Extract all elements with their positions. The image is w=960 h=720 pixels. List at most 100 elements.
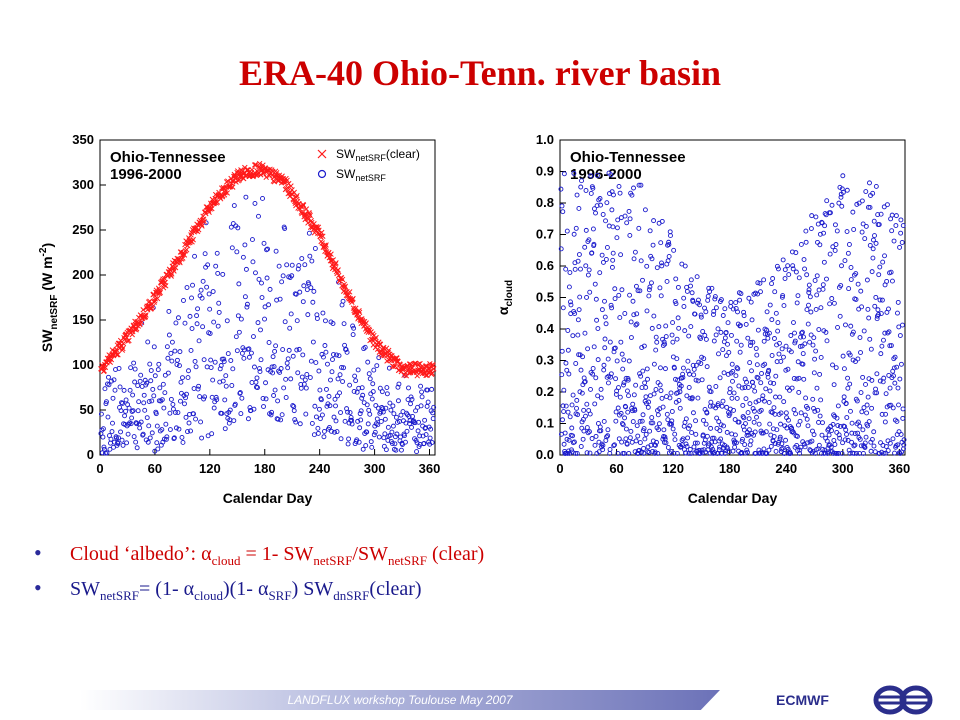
- y-tick-label: 0.3: [536, 353, 554, 368]
- data-point-sw-all: [306, 281, 312, 287]
- data-point-alpha: [584, 425, 590, 431]
- data-point-sw-all: [159, 397, 165, 403]
- data-point-alpha: [696, 297, 701, 303]
- cross-stroke: [155, 285, 162, 291]
- data-point-alpha: [617, 190, 623, 196]
- data-point-sw-all: [321, 428, 327, 434]
- cross-stroke: [322, 243, 329, 250]
- y-tick-label: 0.2: [536, 384, 554, 399]
- data-point-sw-all: [118, 408, 124, 414]
- cross-stroke: [288, 183, 294, 189]
- data-point-sw-all: [382, 416, 388, 422]
- data-point-sw-clear: [300, 202, 307, 208]
- data-point-alpha: [718, 436, 724, 442]
- data-point-alpha: [581, 428, 587, 434]
- data-point-alpha: [693, 362, 699, 368]
- data-point-alpha: [561, 409, 567, 415]
- data-point-alpha: [838, 194, 844, 200]
- data-point-alpha: [604, 245, 610, 250]
- data-point-alpha: [561, 441, 567, 447]
- data-point-alpha: [777, 436, 783, 442]
- data-point-alpha: [791, 376, 797, 381]
- data-point-alpha: [596, 449, 602, 455]
- data-point-alpha: [663, 366, 668, 372]
- data-point-alpha: [648, 420, 654, 426]
- data-point-alpha: [751, 408, 757, 414]
- bullet-dot: •: [34, 540, 42, 565]
- data-point-alpha: [602, 314, 608, 320]
- data-point-sw-all: [181, 298, 186, 303]
- data-point-sw-all: [162, 390, 168, 396]
- data-point-sw-all: [351, 388, 357, 394]
- data-point-sw-all: [127, 387, 133, 393]
- data-point-alpha: [805, 321, 811, 327]
- x-tick-label: 300: [832, 461, 854, 476]
- data-point-sw-clear: [424, 372, 430, 379]
- cross-stroke: [307, 212, 313, 219]
- data-point-alpha: [638, 182, 644, 188]
- data-point-sw-clear: [160, 276, 166, 282]
- data-point-alpha: [895, 310, 900, 316]
- data-point-alpha: [891, 238, 897, 244]
- data-point-alpha: [895, 385, 901, 391]
- data-point-sw-all: [243, 266, 249, 272]
- data-point-alpha: [847, 352, 853, 358]
- cross-stroke: [315, 224, 322, 230]
- data-point-alpha: [820, 420, 825, 426]
- data-point-sw-all: [255, 320, 261, 326]
- data-point-sw-all: [305, 312, 311, 318]
- data-point-sw-clear: [342, 283, 349, 290]
- data-point-alpha: [569, 425, 575, 431]
- data-point-alpha: [702, 437, 708, 443]
- data-point-alpha: [558, 186, 564, 192]
- data-point-sw-all: [207, 306, 213, 312]
- data-point-sw-all: [203, 220, 209, 226]
- data-point-alpha: [751, 419, 757, 425]
- data-point-alpha: [740, 436, 745, 442]
- data-point-sw-all: [354, 437, 360, 443]
- data-point-alpha: [627, 292, 633, 298]
- data-point-alpha: [672, 299, 678, 304]
- data-point-alpha: [761, 277, 767, 283]
- data-point-sw-clear: [130, 328, 136, 335]
- data-point-alpha: [694, 274, 700, 280]
- data-point-alpha: [677, 389, 683, 395]
- data-point-alpha: [900, 322, 905, 328]
- data-point-alpha: [854, 201, 860, 207]
- data-point-alpha: [860, 427, 866, 433]
- cross-stroke: [389, 353, 395, 359]
- y-axis-title: αcloud: [495, 280, 515, 315]
- data-point-alpha: [638, 258, 644, 264]
- data-point-alpha: [674, 356, 680, 362]
- data-point-alpha: [763, 386, 769, 392]
- data-point-sw-all: [291, 408, 297, 414]
- data-point-alpha: [789, 249, 795, 255]
- data-point-alpha: [564, 228, 570, 234]
- data-point-alpha: [577, 294, 583, 300]
- legend-marker-clear: [317, 149, 327, 159]
- data-point-alpha: [595, 393, 601, 399]
- data-point-sw-clear: [350, 295, 356, 302]
- y-tick-label: 50: [80, 402, 94, 417]
- data-point-sw-all: [256, 276, 262, 282]
- data-point-alpha: [837, 435, 843, 441]
- data-point-sw-clear: [320, 233, 326, 239]
- data-point-sw-all: [417, 433, 423, 439]
- data-point-sw-all: [144, 415, 150, 421]
- data-point-sw-all: [185, 429, 190, 435]
- data-point-alpha: [901, 442, 907, 448]
- data-point-sw-all: [357, 411, 363, 417]
- data-point-sw-all: [348, 414, 354, 420]
- data-point-sw-all: [310, 339, 316, 345]
- data-point-alpha: [753, 346, 759, 351]
- panel-annotation: Ohio-Tennessee: [110, 149, 226, 166]
- cross-stroke: [309, 219, 315, 226]
- data-point-sw-all: [210, 289, 216, 294]
- data-point-alpha: [722, 450, 728, 456]
- data-point-sw-all: [146, 423, 152, 429]
- data-point-sw-all: [318, 397, 324, 403]
- data-point-sw-all: [371, 367, 377, 373]
- data-point-alpha: [762, 361, 768, 367]
- data-point-sw-all: [132, 379, 138, 385]
- data-point-sw-all: [340, 298, 346, 304]
